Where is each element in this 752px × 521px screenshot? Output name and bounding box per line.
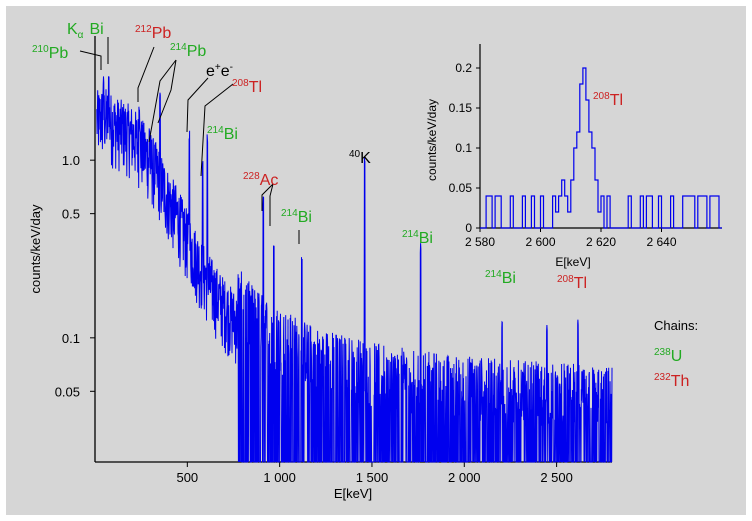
label-bi214-d-element: Bi [502,270,516,287]
inset-x-tick-label: 2 600 [525,235,555,249]
main-y-tick-label: 0.05 [55,384,80,399]
main-spectrum-line [96,76,613,463]
legend-title: Chains: [654,318,698,333]
label-bi214-c: 214Bi [402,229,433,247]
label-ee-plus: + [215,62,221,73]
label-pb210-mass: 210 [32,44,49,55]
label-kalpha-k: K [67,21,78,38]
chains-legend: Chains: 238U 232Th [654,318,698,390]
inset-x-tick-label: 2 640 [646,235,676,249]
label-k40: 40K [349,149,371,167]
main-x-tick-label: 2 000 [448,470,481,485]
label-kalpha-element: Bi [89,21,103,38]
legend-thorium-mass: 232 [654,372,671,383]
main-x-tick-label: 1 000 [263,470,296,485]
main-x-tick-label: 1 500 [356,470,389,485]
legend-thorium: 232Th [654,372,689,390]
label-bi214-b-element: Bi [298,209,312,226]
label-pb212-element: Pb [152,25,172,42]
leader-tl208 [200,83,234,177]
label-pb212: 212Pb [135,24,171,42]
inset-tl-mass: 208 [593,91,610,102]
label-bi214-d-mass: 214 [485,269,502,280]
label-bi214-a-mass: 214 [207,125,224,136]
label-bi214-d: 214Bi [485,269,516,287]
label-tl208-a-element: Tl [249,79,262,96]
legend-uranium-element: U [671,348,683,365]
leader-ac228-b [269,183,274,226]
leader-pb210 [79,50,102,70]
label-bi214-b-mass: 214 [281,208,298,219]
label-pb214-element: Pb [187,43,207,60]
main-ticks: 500 1 000 1 500 2 000 2 500 0.05 0.1 0.5 1.0 [55,153,573,485]
label-kalpha-sub: α [78,30,84,41]
main-y-label: counts/keV/day [28,204,43,293]
main-y-tick-label: 0.1 [62,331,80,346]
label-ac228-mass: 228 [243,171,260,182]
main-y-axis-label: counts/keV/day [28,204,43,293]
label-pb210: 210Pb [32,44,68,62]
leader-pb214-b [157,59,177,124]
label-pb212-mass: 212 [135,24,152,35]
label-kalpha-bi: Kα Bi [67,21,104,41]
label-bi214-c-element: Bi [419,230,433,247]
label-pb210-element: Pb [49,45,69,62]
inset-tl-element: Tl [610,92,623,109]
label-tl208-a-mass: 208 [232,78,249,89]
legend-uranium: 238U [654,347,682,365]
main-x-axis-label: E[keV] [334,486,372,501]
label-pb214: 214Pb [170,42,206,60]
legend-thorium-element: Th [671,373,690,390]
main-x-tick-label: 2 500 [540,470,573,485]
main-x-tick-label: 500 [176,470,198,485]
leader-ac228-a [261,183,274,211]
inset-tl-label: 208Tl [593,91,623,109]
label-pb214-mass: 214 [170,42,187,53]
inset-x-axis-label: E[keV] [555,255,590,269]
label-bi214-a: 214Bi [207,125,238,143]
inset-y-tick-label: 0 [465,221,472,235]
label-ee-minus: - [230,62,233,73]
legend-uranium-mass: 238 [654,347,671,358]
label-ee-e1: e [206,63,215,80]
label-bi214-b: 214Bi [281,208,312,226]
label-tl208-a: 208Tl [232,78,262,96]
label-ac228: 228Ac [243,171,278,189]
leader-pb214-a [148,59,177,143]
inset-y-tick-label: 0.05 [449,181,473,195]
inset-y-tick-label: 0.2 [455,61,472,75]
inset-y-axis-label: counts/keV/day [425,99,439,181]
inset-x-tick-label: 2 620 [586,235,616,249]
label-k40-mass: 40 [349,149,361,160]
label-leader-lines [79,37,300,244]
inset-spectrum [480,67,722,229]
label-tl208-b: 208Tl [557,274,587,292]
label-ee-e2: e [221,63,230,80]
inset-ticks: 2 580 2 600 2 620 2 640 0 0.05 0.1 0.15 0.2 [449,61,677,249]
label-bi214-c-mass: 214 [402,229,419,240]
label-k40-element: K [360,150,371,167]
main-spectrum [96,76,613,463]
inset-y-tick-label: 0.15 [449,101,473,115]
label-ac228-element: Ac [260,172,279,189]
inset-spectrum-line [480,67,722,229]
label-tl208-b-element: Tl [574,275,587,292]
peak-labels: Kα Bi 210Pb 212Pb 214Pb e+e- 208Tl 214Bi … [32,21,587,292]
inset-y-tick-label: 0.1 [455,141,472,155]
label-tl208-b-mass: 208 [557,274,574,285]
main-y-tick-label: 0.5 [62,207,80,222]
leader-ee [186,77,209,133]
label-ee: e+e- [206,62,233,80]
main-y-tick-label: 1.0 [62,153,80,168]
label-bi214-a-element: Bi [224,126,238,143]
inset-x-tick-label: 2 580 [465,235,495,249]
leader-pb212 [137,46,155,102]
